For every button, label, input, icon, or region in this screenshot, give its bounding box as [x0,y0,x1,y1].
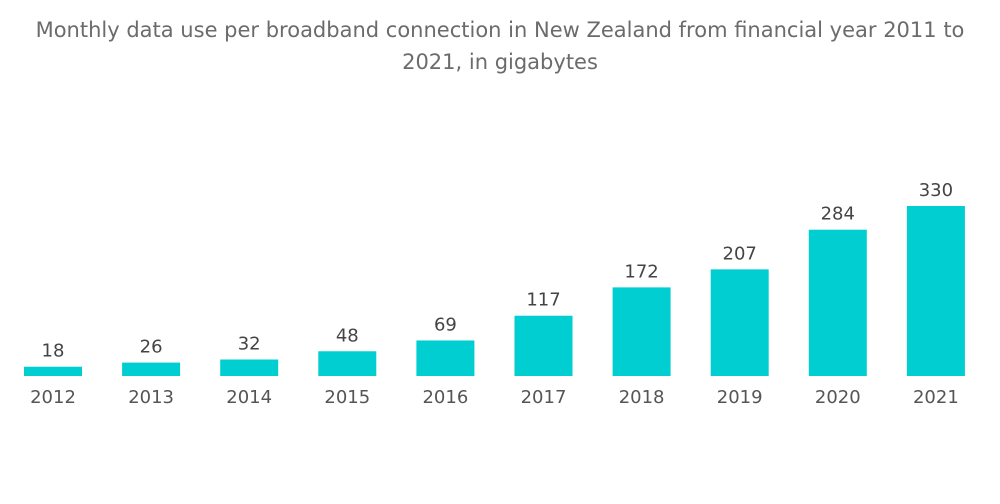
bar-2018 [612,287,671,376]
x-tick-label-2015: 2015 [324,387,370,408]
bar-2016 [416,340,475,376]
x-tick-label-2016: 2016 [422,387,468,408]
x-tick-label-2020: 2020 [815,387,861,408]
bar-2017 [514,315,573,376]
x-tick-label-2012: 2012 [30,387,76,408]
x-tick-label-2017: 2017 [521,387,567,408]
data-label-2018: 172 [624,261,658,282]
x-tick-label-2018: 2018 [619,387,665,408]
x-tick-label-2021: 2021 [913,387,959,408]
data-label-2016: 69 [434,314,457,335]
bar-2020 [808,229,867,376]
data-label-2020: 284 [821,204,855,225]
x-tick-label-2019: 2019 [717,387,763,408]
bar-2019 [710,269,769,376]
x-tick-label-2014: 2014 [226,387,272,408]
bar-2012 [24,366,82,376]
chart-title-line-2: 2021, in gigabytes [402,50,598,74]
bar-2014 [220,359,279,376]
data-label-2013: 26 [140,337,163,358]
data-label-2014: 32 [238,334,261,355]
data-label-2012: 18 [42,341,65,362]
data-label-2017: 117 [526,290,560,311]
data-label-2019: 207 [723,243,757,264]
data-label-2015: 48 [336,325,359,346]
data-label-2021: 330 [919,180,953,201]
bar-2021 [906,206,965,376]
chart-title-line-1: Monthly data use per broadband connectio… [35,18,965,42]
chart-title: Monthly data use per broadband connectio… [0,14,1000,78]
bar-2015 [318,351,377,376]
bar-2013 [122,362,181,376]
x-tick-label-2013: 2013 [128,387,174,408]
